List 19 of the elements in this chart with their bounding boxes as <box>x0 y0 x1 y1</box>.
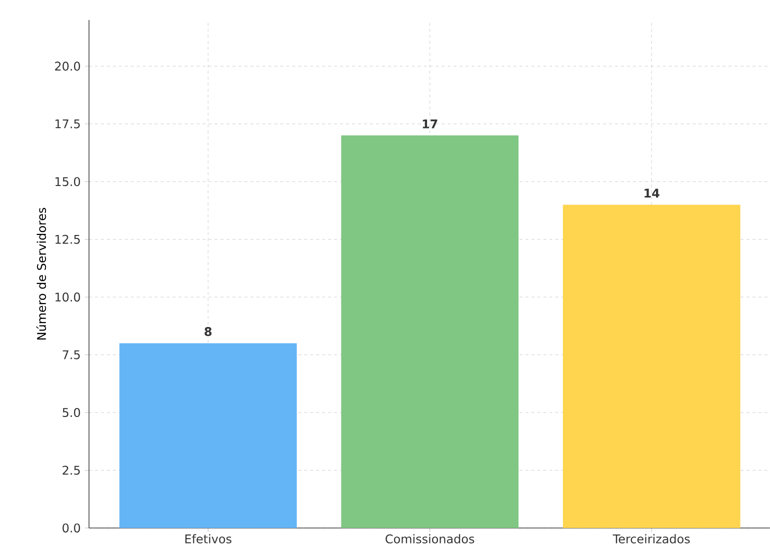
data-label: 17 <box>422 120 438 128</box>
y-tick-label: 2.5 <box>62 466 80 475</box>
y-tick-label: 20.0 <box>55 62 80 71</box>
y-tick-label: 10.0 <box>56 292 80 302</box>
y-tick-label: 12.5 <box>56 234 80 244</box>
data-label: 8 <box>204 327 212 336</box>
x-tick-label: Terceirizados <box>612 534 690 544</box>
bar <box>341 135 519 528</box>
y-tick-label: 5.0 <box>62 408 80 418</box>
x-tick-label: Comissionados <box>386 534 474 544</box>
y-tick-label: 7.5 <box>62 350 80 360</box>
bar <box>562 204 740 528</box>
bar <box>119 343 297 528</box>
y-tick-label: 17.5 <box>56 119 80 128</box>
y-axis-title: Número de Servidores <box>36 208 46 340</box>
data-label: 14 <box>644 188 660 198</box>
y-tick-label: 15.0 <box>56 177 80 186</box>
x-tick-label: Efetivos <box>185 534 232 544</box>
y-tick-label: 0.0 <box>62 523 80 533</box>
